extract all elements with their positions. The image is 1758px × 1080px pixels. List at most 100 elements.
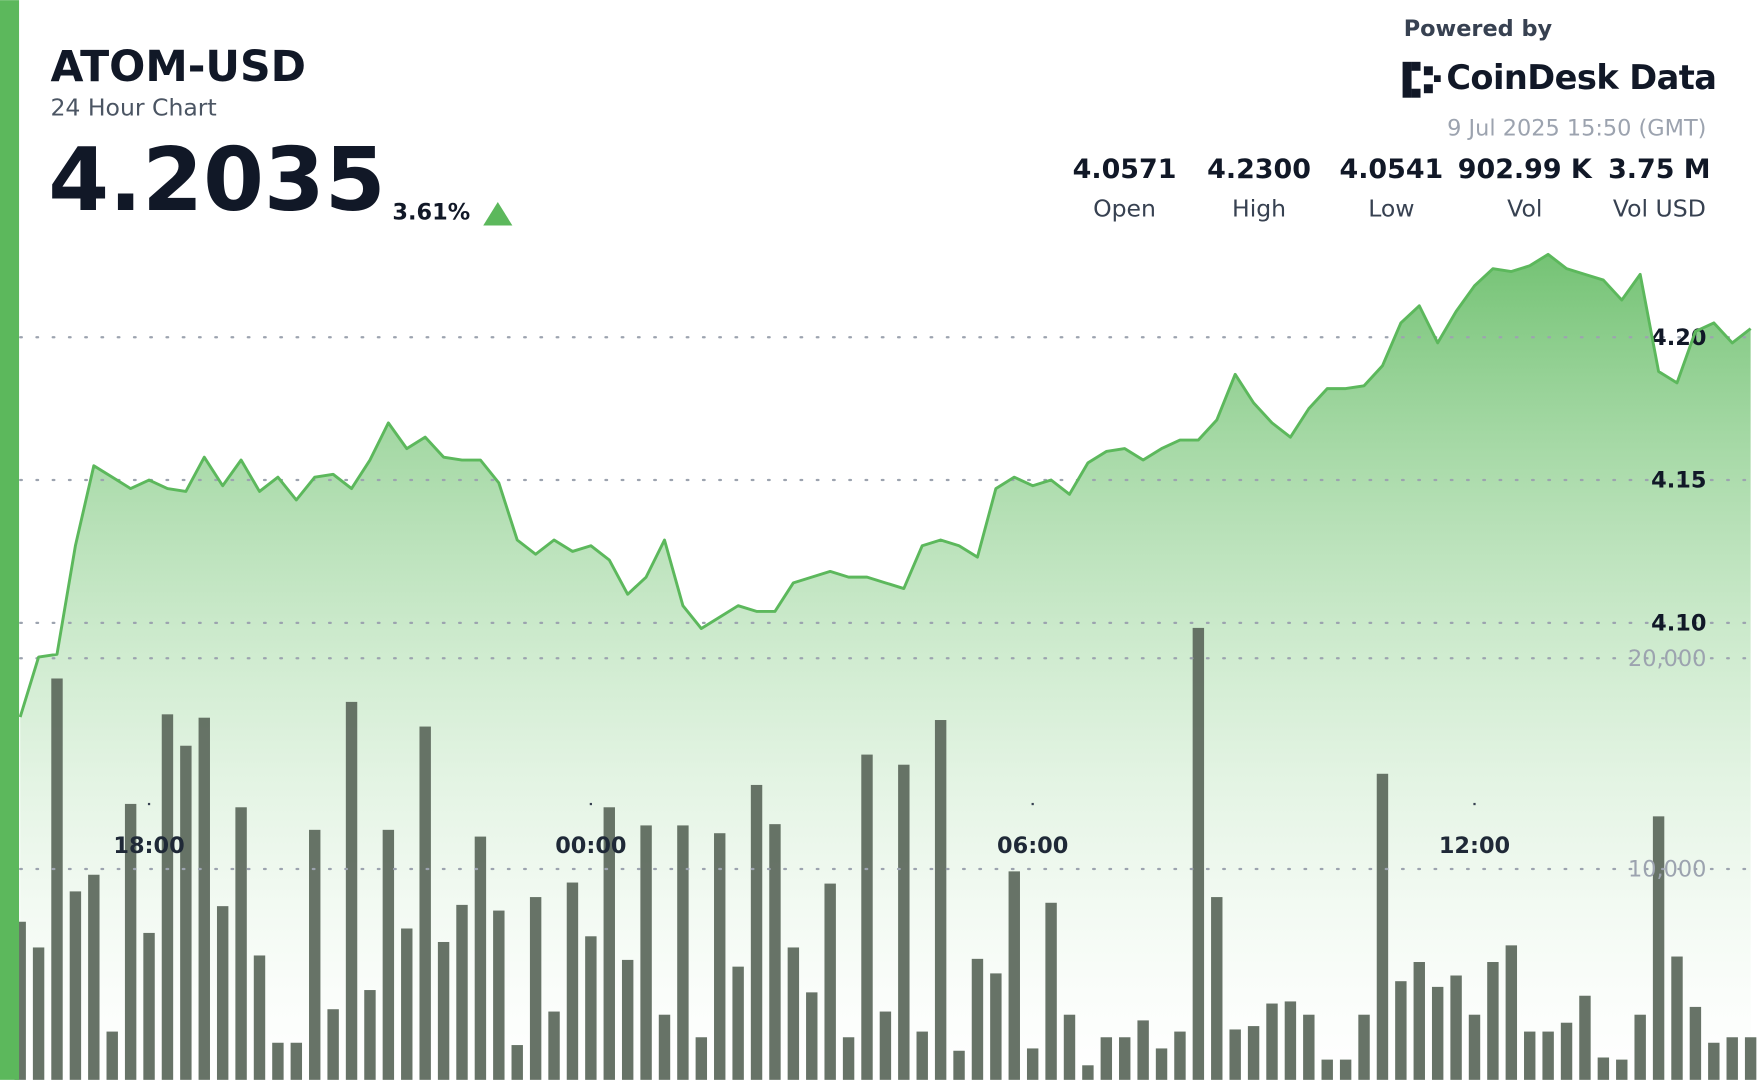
volume-bar [1542, 1031, 1554, 1080]
timestamp: 9 Jul 2025 15:50 (GMT) [1447, 116, 1706, 142]
volume-bar [732, 966, 744, 1080]
volume-bar [658, 1014, 671, 1080]
volume-bar [934, 720, 947, 1080]
volume-bar [437, 941, 450, 1080]
volume-bar [1026, 1048, 1039, 1080]
volume-bar [1671, 956, 1683, 1080]
y2-tick-label: 10,000 [1628, 857, 1706, 883]
x-tick-label: 00:00 [555, 833, 626, 859]
volume-bar [14, 921, 26, 1080]
volume-bar [1100, 1037, 1113, 1080]
stat-value: 4.0541 [1339, 154, 1443, 185]
volume-bar [1211, 897, 1223, 1080]
volume-bar [474, 836, 487, 1080]
volume-bar [272, 1042, 284, 1080]
volume-bar [1284, 1001, 1297, 1080]
brand-name: CoinDesk Data [1446, 58, 1716, 97]
volume-bar [1008, 871, 1020, 1080]
volume-bar [419, 726, 431, 1080]
volume-bar [1045, 902, 1057, 1080]
volume-bar [401, 928, 413, 1080]
volume-bar [124, 803, 137, 1080]
volume-bar [1597, 1057, 1610, 1080]
volume-bar [106, 1031, 118, 1080]
volume-bar [898, 764, 910, 1080]
volume-bar [916, 1031, 928, 1080]
volume-bar [879, 1011, 892, 1080]
volume-bar [1247, 1026, 1260, 1080]
stat-label: Open [1093, 194, 1156, 222]
volume-bar [1468, 1014, 1481, 1080]
price-change: 3.61% [392, 200, 470, 226]
volume-bar [69, 891, 82, 1080]
volume-bar [695, 1037, 708, 1080]
volume-bar [309, 829, 321, 1080]
volume-bar [180, 745, 192, 1080]
volume-bar [1082, 1065, 1094, 1080]
volume-bar [456, 904, 468, 1080]
volume-bar [640, 825, 652, 1080]
volume-bar [32, 947, 45, 1080]
y-tick-label: 4.15 [1651, 468, 1706, 494]
volume-bar [1063, 1014, 1076, 1080]
volume-bar [1137, 1020, 1149, 1080]
volume-bar [1229, 1029, 1241, 1080]
volume-bar [1376, 773, 1389, 1080]
volume-bar [1726, 1037, 1738, 1080]
volume-bar [1119, 1037, 1131, 1080]
volume-bar [1266, 1003, 1278, 1080]
stat-value: 3.75 M [1608, 154, 1710, 185]
volume-bar [1652, 816, 1665, 1080]
volume-bar [1192, 627, 1205, 1080]
volume-bar [198, 717, 210, 1080]
volume-bar [1505, 945, 1518, 1080]
volume-bar [806, 992, 818, 1080]
stat-label: Low [1368, 194, 1414, 222]
y-tick-label: 4.10 [1651, 610, 1706, 636]
volume-bar [953, 1050, 965, 1080]
volume-bar [327, 1009, 339, 1080]
volume-bar [1450, 975, 1462, 1080]
volume-bar [382, 829, 395, 1080]
volume-bar [1395, 981, 1407, 1080]
stat-label: High [1232, 194, 1286, 222]
volume-bar [1413, 962, 1425, 1080]
volume-bar [1339, 1059, 1352, 1080]
volume-bar [216, 906, 229, 1080]
volume-bar [548, 1011, 560, 1080]
stat-label: Vol USD [1613, 194, 1706, 222]
volume-bar [1744, 1037, 1757, 1080]
volume-bar [861, 754, 873, 1080]
volume-bar [1321, 1059, 1333, 1080]
volume-bar [161, 714, 174, 1080]
volume-bar [253, 955, 266, 1080]
chart-subtitle: 24 Hour Chart [50, 93, 216, 121]
volume-bar [1616, 1059, 1628, 1080]
volume-bar [1560, 1022, 1573, 1080]
brand-logo [1402, 61, 1441, 98]
volume-bar [1155, 1048, 1168, 1080]
volume-bar [1634, 1014, 1646, 1080]
area-fill [20, 254, 1751, 1080]
price-line [18, 252, 1752, 718]
volume-bar [529, 897, 542, 1080]
volume-bar [842, 1037, 855, 1080]
volume-bar [493, 910, 505, 1080]
stats: 4.0571 Open 4.2300 High 4.0541 Low 902.99 K Vol… [1073, 154, 1711, 222]
volume-bar [714, 833, 726, 1080]
volume-bar [1487, 962, 1499, 1080]
stat-value: 902.99 K [1458, 154, 1593, 185]
volume-bar [290, 1042, 303, 1080]
volume-bar [364, 990, 376, 1080]
volume-bar [1303, 1014, 1315, 1080]
volume-bar [603, 807, 615, 1080]
volume-bar [1689, 1006, 1702, 1080]
stat-value: 4.0571 [1073, 154, 1177, 185]
y2-tick-label: 20,000 [1628, 646, 1706, 672]
volume-bar [345, 701, 358, 1080]
volume-bar [88, 874, 100, 1080]
volume-bar [621, 959, 634, 1080]
